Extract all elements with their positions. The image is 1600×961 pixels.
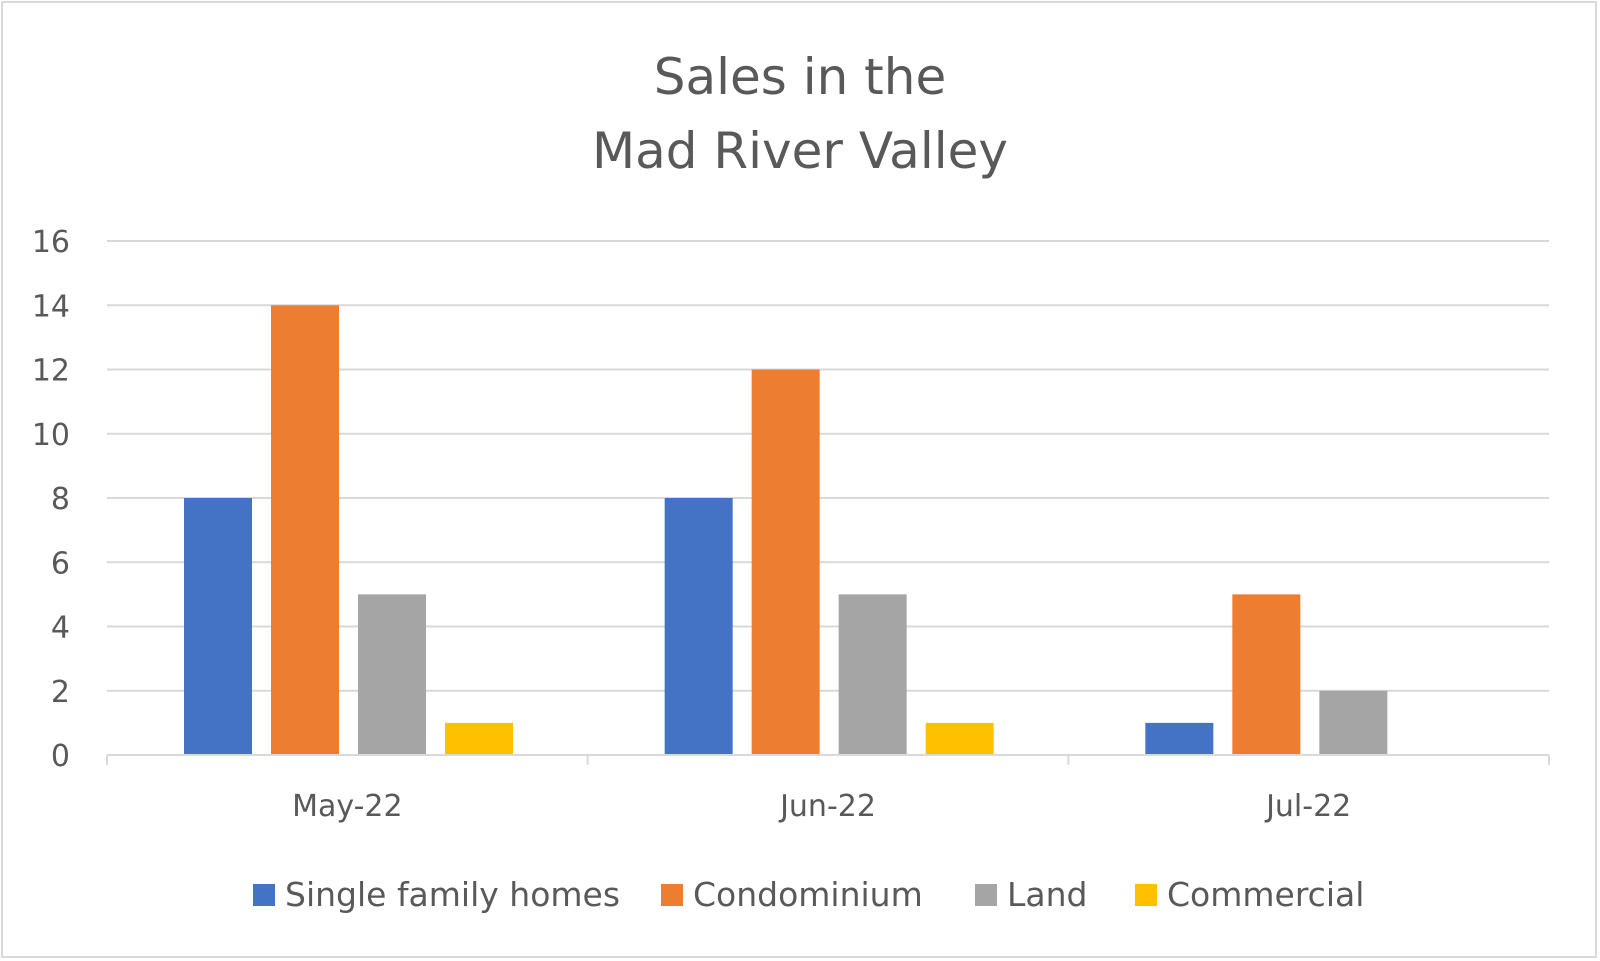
x-tick-label: May-22 [292, 789, 403, 824]
y-tick-label: 10 [32, 418, 70, 453]
y-tick-label: 0 [51, 739, 70, 774]
y-tick-label: 16 [32, 225, 70, 260]
bar-single-family-homes [664, 498, 733, 755]
y-tick-label: 8 [51, 482, 70, 517]
bar-land [1319, 690, 1388, 755]
y-tick-label: 14 [32, 289, 70, 324]
x-tick-label: Jun-22 [778, 789, 876, 824]
bar-condominium [271, 305, 339, 755]
legend-swatch [661, 884, 683, 906]
chart-title-line-1: Sales in the [654, 48, 947, 106]
legend-swatch [253, 884, 275, 906]
legend-label: Condominium [693, 875, 923, 914]
bar-single-family-homes [184, 498, 252, 755]
y-tick-label: 2 [51, 675, 70, 710]
x-tick-label: Jul-22 [1264, 789, 1351, 824]
y-tick-label: 12 [32, 354, 70, 389]
legend-label: Land [1007, 875, 1087, 914]
legend-swatch [1135, 884, 1157, 906]
bar-commercial [925, 722, 994, 755]
y-tick-label: 4 [51, 611, 70, 646]
bar-land [838, 594, 907, 755]
bar-condominium [751, 369, 820, 755]
legend-swatch [975, 884, 997, 906]
legend-label: Commercial [1167, 875, 1364, 914]
chart-title-line-2: Mad River Valley [592, 122, 1008, 180]
bar-condominium [1232, 594, 1301, 755]
legend-label: Single family homes [285, 875, 620, 914]
bar-land [358, 594, 426, 755]
bar-commercial [445, 722, 513, 755]
y-tick-label: 6 [51, 546, 70, 581]
bar-single-family-homes [1145, 722, 1214, 755]
